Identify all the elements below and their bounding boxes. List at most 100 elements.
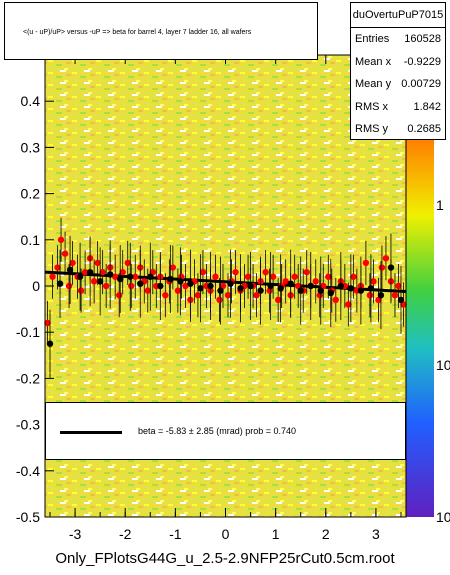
data-point-black [127, 273, 134, 280]
stats-row-mean-x: Mean x -0.9229 [351, 51, 445, 74]
data-point-black [347, 285, 355, 292]
data-point-black [337, 282, 345, 290]
data-point-red [194, 292, 202, 299]
y-tick-label: 0.4 [21, 93, 41, 109]
data-point-red [216, 296, 223, 304]
data-point-red [102, 282, 110, 290]
data-point-black [297, 287, 304, 294]
data-point-black [197, 285, 204, 292]
stats-value: 0.00729 [401, 78, 441, 90]
x-tick-label: -3 [69, 526, 82, 542]
stats-row-mean-y: Mean y 0.00729 [351, 73, 445, 96]
plot-title: <(u - uP)/uP> versus -uP => beta for bar… [23, 29, 252, 36]
y-tick-label: 0.1 [21, 232, 41, 248]
data-point-red [124, 259, 131, 267]
data-point-black [147, 273, 154, 280]
data-point-red [44, 319, 51, 327]
data-point-black [247, 282, 254, 290]
stats-key: RMS y [355, 123, 388, 135]
x-tick-label: 1 [272, 526, 280, 542]
z-tick-label: 1 [436, 197, 444, 213]
data-point-red [269, 273, 277, 280]
data-point-red [378, 264, 386, 271]
data-point-red [303, 268, 310, 276]
data-point-red [291, 273, 298, 280]
data-point-red [312, 278, 319, 285]
data-point-red [325, 273, 332, 280]
data-point-red [182, 282, 189, 290]
footer-filename: Only_FPlotsG44G_u_2.5-2.9NFP25rCut0.5cm.… [55, 550, 395, 567]
data-point-red [274, 296, 282, 304]
x-tick-label: -2 [119, 526, 132, 542]
data-point-red [128, 282, 135, 290]
data-point-black [46, 340, 54, 347]
stats-value: 1.842 [413, 100, 441, 113]
fit-legend: beta = -5.83 ± 2.85 (mrad) prob = 0.740 [45, 402, 406, 460]
data-point-black [377, 292, 385, 299]
data-point-red [262, 268, 269, 276]
data-point-black [237, 285, 244, 292]
stats-row-rms-y: RMS y 0.2685 [351, 118, 445, 141]
data-point-black [217, 287, 224, 294]
data-point-black [177, 278, 184, 285]
data-point-red [90, 278, 98, 285]
data-point-black [86, 268, 94, 276]
data-point-red [370, 278, 377, 285]
data-point-black [137, 280, 144, 287]
data-point-red [162, 292, 169, 299]
y-tick-label: -0.2 [16, 370, 40, 386]
data-point-black [157, 282, 164, 290]
stats-name: duOvertuPuP7015 [351, 3, 445, 28]
y-tick-label: -0.4 [16, 463, 40, 479]
data-point-red [391, 292, 399, 299]
data-point-red [61, 250, 69, 257]
y-tick-label: -0.5 [16, 509, 40, 525]
stats-row-entries: Entries 160528 [351, 28, 445, 51]
y-tick-label: 0 [32, 278, 40, 294]
stats-key: Entries [355, 33, 390, 45]
x-tick-label: 0 [222, 526, 230, 542]
data-point-red [362, 259, 370, 267]
data-point-black [76, 273, 84, 280]
z-tick-label: 10 [436, 357, 450, 373]
data-point-red [345, 301, 352, 308]
data-point-red [77, 287, 85, 294]
data-point-black [317, 287, 324, 294]
data-point-red [57, 236, 65, 243]
data-point-black [96, 278, 104, 285]
data-point-black [187, 280, 194, 287]
data-point-black [207, 282, 214, 290]
data-point-black [367, 285, 375, 292]
data-point-red [174, 287, 182, 294]
y-tick-label: -0.1 [16, 324, 40, 340]
stats-key: RMS x [355, 100, 388, 113]
stats-box: duOvertuPuP7015 Entries 160528 Mean x -0… [350, 2, 446, 140]
stats-value: 0.2685 [407, 123, 441, 135]
data-point-black [307, 282, 314, 290]
color-scale-bar [406, 140, 434, 517]
data-point-black [56, 280, 64, 287]
data-point-red [69, 259, 76, 267]
data-point-red [116, 292, 123, 299]
y-tick-label: -0.3 [16, 417, 40, 433]
data-point-black [357, 287, 365, 294]
data-point-red [282, 278, 289, 285]
data-point-red [232, 268, 239, 276]
data-point-red [65, 282, 73, 290]
data-point-black [277, 285, 284, 292]
data-point-black [287, 280, 294, 287]
data-point-red [99, 268, 106, 276]
data-point-black [327, 289, 334, 297]
x-tick-label: 2 [322, 526, 330, 542]
x-tick-label: -1 [169, 526, 182, 542]
fit-legend-line [60, 431, 122, 434]
x-tick-label: 3 [372, 526, 380, 542]
y-tick-label: 0.2 [21, 186, 41, 202]
data-point-red [94, 259, 101, 267]
data-point-red [81, 268, 89, 276]
data-point-red [382, 255, 390, 262]
data-point-black [257, 287, 264, 294]
data-point-black [397, 296, 405, 304]
data-point-black [267, 282, 274, 290]
data-point-red [111, 273, 119, 280]
